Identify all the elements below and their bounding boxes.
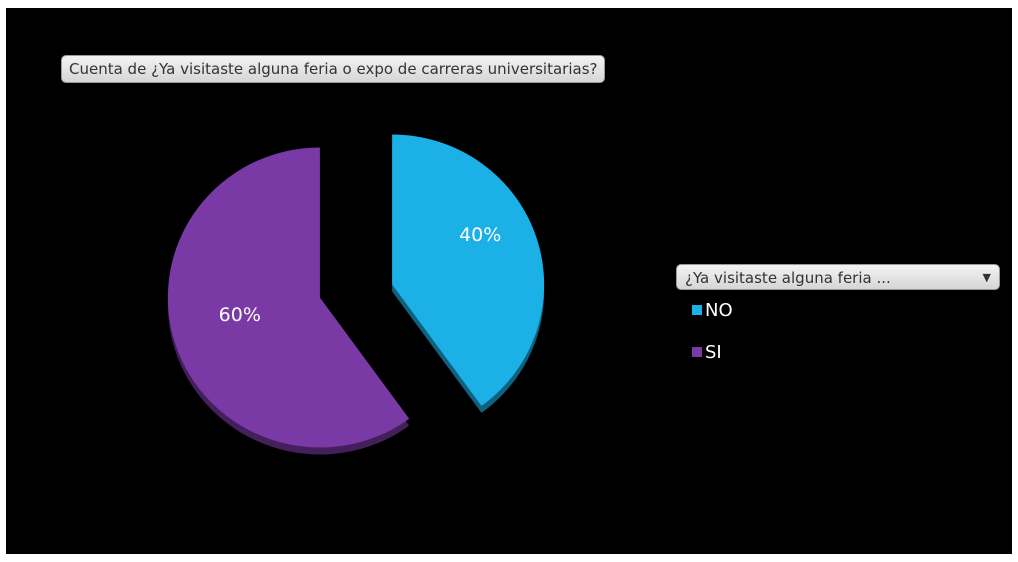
legend-title: ¿Ya visitaste alguna feria ... — [685, 269, 891, 287]
chart-title: Cuenta de ¿Ya visitaste alguna feria o e… — [61, 55, 606, 83]
legend-label-si: SI — [705, 342, 722, 363]
legend-label-no: NO — [705, 300, 733, 321]
chart-area: 40% 60% Cuenta de ¿Ya visitaste alguna fe… — [6, 8, 1012, 554]
chevron-down-icon: ▼ — [982, 271, 991, 284]
legend-filter-dropdown[interactable]: ¿Ya visitaste alguna feria ... ▼ — [676, 264, 1000, 290]
pie-chart: 40% 60% — [167, 134, 545, 455]
data-label-si: 60% — [219, 304, 261, 326]
legend-swatch-no — [692, 305, 702, 315]
data-label-no: 40% — [459, 224, 501, 246]
pie-data-labels: 40% 60% — [219, 224, 502, 326]
pie-slice-si — [167, 147, 410, 448]
legend-swatch-si — [692, 347, 702, 357]
pie-slice-no — [392, 134, 545, 406]
legend-item-si: SI — [692, 342, 722, 364]
legend-item-no: NO — [692, 300, 733, 322]
pie-slices — [167, 134, 545, 455]
